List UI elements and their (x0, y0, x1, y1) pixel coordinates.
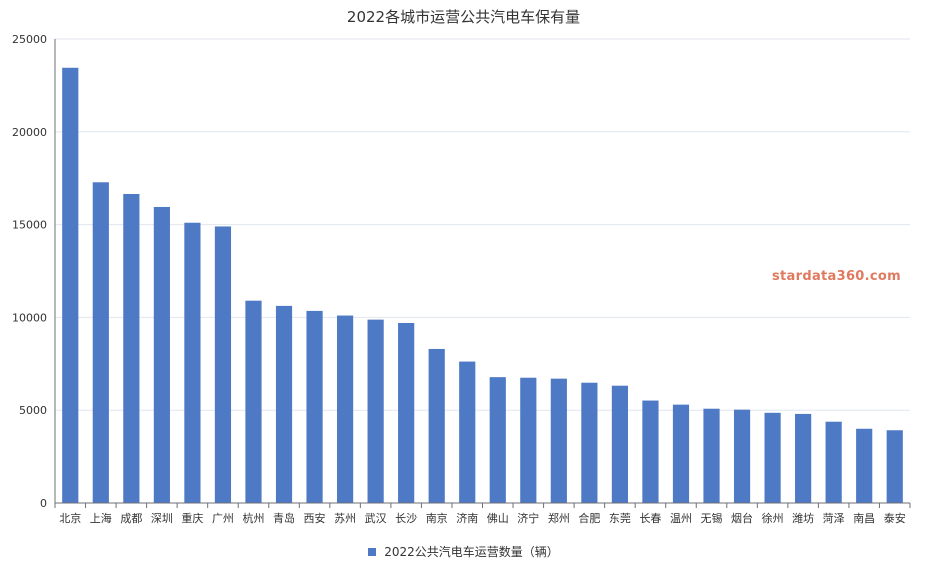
bar[interactable] (153, 206, 170, 503)
x-tick-label: 烟台 (731, 511, 753, 525)
chart-title: 2022各城市运营公共汽电车保有量 (346, 8, 581, 26)
bar[interactable] (398, 322, 415, 503)
bar[interactable] (489, 377, 506, 503)
x-tick-label: 长春 (639, 512, 661, 525)
x-tick-label: 南京 (426, 511, 448, 525)
x-tick-label: 南昌 (853, 512, 875, 525)
x-tick-label: 佛山 (487, 512, 509, 525)
bar[interactable] (62, 67, 79, 503)
bar[interactable] (733, 409, 751, 503)
y-tick-label: 15000 (12, 219, 47, 232)
bar[interactable] (795, 413, 812, 503)
bar[interactable] (611, 385, 629, 503)
x-tick-label: 潍坊 (792, 511, 814, 525)
x-tick-label: 济南 (456, 511, 478, 525)
x-tick-label: 北京 (59, 511, 81, 525)
x-tick-label: 青岛 (273, 511, 295, 525)
bar[interactable] (520, 377, 537, 503)
bar[interactable] (184, 222, 201, 503)
x-tick-label: 武汉 (365, 512, 387, 525)
x-tick-label: 菏泽 (823, 512, 845, 525)
bar[interactable] (92, 182, 109, 503)
legend-label: 2022公共汽电车运营数量（辆） (384, 545, 559, 559)
x-axis-ticks: 北京 上海 成都 深圳 重庆 广州 杭州 青岛 西安 苏州 武汉 长沙 南京 济南 佛山 济宁 郑州 合肥 东莞 长春… (54, 503, 911, 525)
x-tick-label: 东莞 (609, 512, 631, 525)
bar[interactable] (703, 408, 720, 503)
bar[interactable] (672, 404, 690, 503)
x-tick-label: 济宁 (517, 511, 539, 525)
y-tick-label: 20000 (12, 126, 47, 139)
x-tick-label: 徐州 (762, 511, 784, 525)
x-tick-label: 合肥 (578, 511, 600, 525)
x-tick-label: 苏州 (334, 512, 356, 525)
y-tick-label: 5000 (19, 404, 47, 417)
x-tick-label: 无锡 (701, 511, 723, 525)
x-tick-label: 广州 (212, 512, 234, 525)
x-tick-label: 郑州 (548, 511, 570, 525)
bar[interactable] (825, 421, 842, 503)
y-axis-ticks: 0 5000 10000 15000 20000 25000 (12, 33, 47, 510)
x-tick-label: 杭州 (242, 511, 264, 525)
bar[interactable] (428, 348, 445, 503)
x-tick-label: 上海 (90, 511, 112, 525)
bars (62, 67, 903, 503)
x-tick-label: 泰安 (884, 511, 906, 525)
x-tick-label: 西安 (304, 511, 326, 525)
bar[interactable] (306, 310, 323, 503)
bar[interactable] (336, 315, 354, 503)
watermark-text: stardata360.com (772, 269, 901, 284)
bar[interactable] (214, 226, 232, 503)
bar[interactable] (123, 193, 140, 503)
bar[interactable] (550, 378, 567, 503)
bar[interactable] (275, 305, 293, 503)
bar[interactable] (764, 412, 781, 503)
y-tick-label: 0 (40, 497, 47, 510)
bar[interactable] (856, 428, 873, 503)
bar[interactable] (581, 382, 598, 503)
x-tick-label: 深圳 (151, 512, 173, 525)
bar[interactable] (367, 319, 384, 503)
y-tick-label: 10000 (12, 311, 47, 324)
y-tick-label: 25000 (12, 33, 47, 46)
legend-swatch (368, 548, 377, 556)
legend[interactable]: 2022公共汽电车运营数量（辆） (0, 543, 927, 560)
x-tick-label: 长沙 (395, 512, 417, 525)
x-tick-label: 成都 (120, 512, 142, 525)
bar[interactable] (245, 300, 262, 503)
grid-lines (55, 38, 910, 411)
x-tick-label: 温州 (670, 512, 692, 525)
bar[interactable] (886, 430, 903, 503)
x-tick-label: 重庆 (181, 511, 203, 525)
bar[interactable] (642, 400, 659, 503)
bar[interactable] (459, 361, 476, 503)
